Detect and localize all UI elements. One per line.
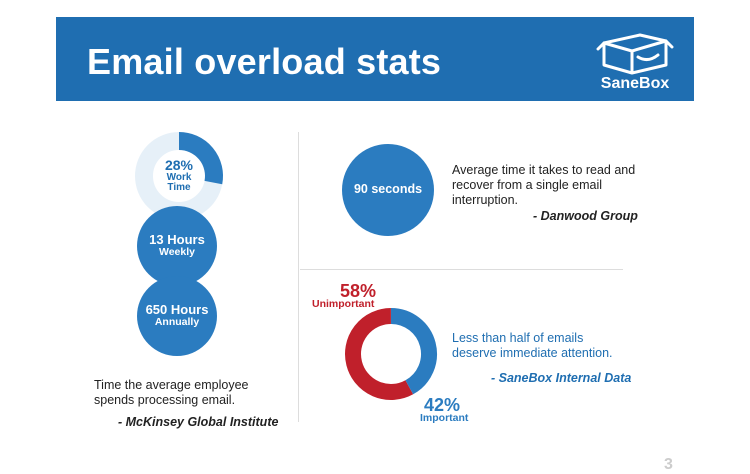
top-right-line1: Average time it takes to read and <box>452 163 636 177</box>
top-right-source: - Danwood Group <box>533 209 638 223</box>
top-right-text: Average time it takes to read and recove… <box>452 163 635 208</box>
page-title: Email overload stats <box>87 41 442 82</box>
important-percent: 42% <box>424 395 461 415</box>
box-icon <box>596 33 674 75</box>
header-banner: Email overload stats SaneBox <box>56 17 694 101</box>
left-caption: Time the average employee spends process… <box>94 378 248 408</box>
weekly-label: Weekly <box>159 246 195 259</box>
annual-label: Annually <box>154 316 200 329</box>
ninety-seconds-label: 90 seconds <box>353 182 423 197</box>
bottom-right-line1: Less than half of emails <box>452 331 584 345</box>
annual-hours-circle: 650 Hours Annually <box>137 276 217 356</box>
page-number: 3 <box>664 456 673 473</box>
important-label: Important <box>420 412 469 424</box>
annual-value: 650 Hours <box>145 302 209 318</box>
donut-slice-important <box>390 308 437 395</box>
left-caption-line1: Time the average employee <box>94 378 249 392</box>
ring-line2: Time <box>167 182 191 194</box>
left-source: - McKinsey Global Institute <box>118 415 279 429</box>
top-right-line3: interruption. <box>452 193 519 207</box>
top-right-line2: recover from a single email <box>452 178 603 192</box>
sanebox-logo: SaneBox <box>594 29 676 97</box>
ring-label: 28% Work Time <box>133 130 225 222</box>
horizontal-divider <box>300 269 623 270</box>
logo-text: SaneBox <box>600 75 670 92</box>
bottom-right-text: Less than half of emails deserve immedia… <box>452 331 613 361</box>
ring-percent: 28% <box>164 157 194 174</box>
bottom-right-source: - SaneBox Internal Data <box>491 371 632 385</box>
ninety-seconds-circle: 90 seconds <box>342 144 434 236</box>
weekly-hours-circle: 13 Hours Weekly <box>137 206 217 286</box>
left-caption-line2: spends processing email. <box>94 393 236 407</box>
ring-line1: Work <box>166 171 192 183</box>
unimportant-percent: 58% <box>340 281 377 301</box>
ring-arc <box>178 132 223 185</box>
donut-slice-unimportant <box>345 308 414 400</box>
bottom-right-line2: deserve immediate attention. <box>452 346 613 360</box>
unimportant-label: Unimportant <box>312 298 375 310</box>
weekly-value: 13 Hours <box>149 232 205 248</box>
vertical-divider <box>298 132 299 422</box>
importance-donut <box>345 308 437 400</box>
